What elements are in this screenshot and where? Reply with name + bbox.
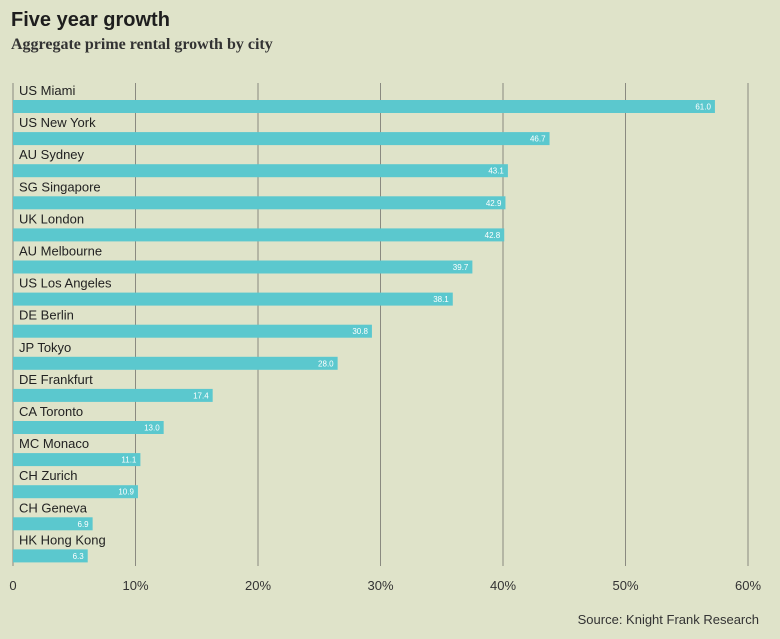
value-label: 13.0	[144, 424, 160, 433]
x-tick-label: 60%	[735, 578, 761, 593]
value-label: 39.7	[453, 263, 469, 272]
bars	[13, 100, 715, 563]
value-label: 10.9	[118, 488, 134, 497]
category-label: US Los Angeles	[19, 276, 112, 291]
bar	[13, 517, 93, 531]
category-label: JP Tokyo	[19, 340, 71, 355]
bar	[13, 356, 338, 370]
category-label: US New York	[19, 115, 96, 130]
value-label: 42.9	[486, 199, 502, 208]
value-label: 61.0	[695, 103, 711, 112]
x-tick-label: 10%	[122, 578, 148, 593]
bar	[13, 132, 550, 146]
x-tick-label: 0	[9, 578, 16, 593]
value-label: 28.0	[318, 359, 334, 368]
value-label: 17.4	[193, 391, 209, 400]
category-label: AU Melbourne	[19, 244, 102, 259]
bar	[13, 196, 506, 210]
value-label: 11.1	[121, 456, 137, 465]
x-tick-label: 40%	[490, 578, 516, 593]
bar	[13, 292, 453, 306]
value-labels: 61.0 46.7 43.1 42.9 42.8 39.7 38.1 30.8 28.0 17.4…	[73, 103, 712, 561]
value-label: 46.7	[530, 135, 546, 144]
category-labels: US Miami US New York AU Sydney SG Singapore…	[19, 83, 112, 547]
bar	[13, 421, 164, 434]
x-axis-ticks: 0 10% 20% 30% 40% 50% 60%	[9, 578, 761, 593]
bar	[13, 324, 372, 338]
category-label: CH Geneva	[19, 500, 88, 515]
bar	[13, 388, 213, 402]
category-label: DE Frankfurt	[19, 372, 93, 387]
value-label: 38.1	[433, 295, 449, 304]
category-label: CA Toronto	[19, 404, 83, 419]
value-label: 30.8	[352, 327, 368, 336]
value-label: 43.1	[488, 167, 504, 176]
category-label: DE Berlin	[19, 308, 74, 323]
bar	[13, 549, 88, 563]
category-label: US Miami	[19, 83, 75, 98]
category-label: UK London	[19, 211, 84, 226]
category-label: CH Zurich	[19, 468, 78, 483]
bar	[13, 164, 508, 178]
bar-chart: US Miami US New York AU Sydney SG Singapore…	[9, 83, 761, 593]
x-tick-label: 30%	[367, 578, 393, 593]
category-label: SG Singapore	[19, 179, 101, 194]
bar	[13, 100, 715, 113]
source-note: Source: Knight Frank Research	[577, 612, 759, 627]
category-label: AU Sydney	[19, 147, 85, 162]
x-tick-label: 20%	[245, 578, 271, 593]
value-label: 42.8	[485, 231, 501, 240]
category-label: MC Monaco	[19, 436, 89, 451]
bar	[13, 485, 138, 499]
bar	[13, 453, 141, 467]
value-label: 6.3	[73, 552, 85, 561]
value-label: 6.9	[78, 520, 90, 529]
bar	[13, 260, 473, 274]
chart-subtitle: Aggregate prime rental growth by city	[11, 36, 273, 53]
bar	[13, 228, 505, 242]
chart-title: Five year growth	[11, 9, 170, 31]
x-tick-label: 50%	[612, 578, 638, 593]
category-label: HK Hong Kong	[19, 532, 106, 547]
